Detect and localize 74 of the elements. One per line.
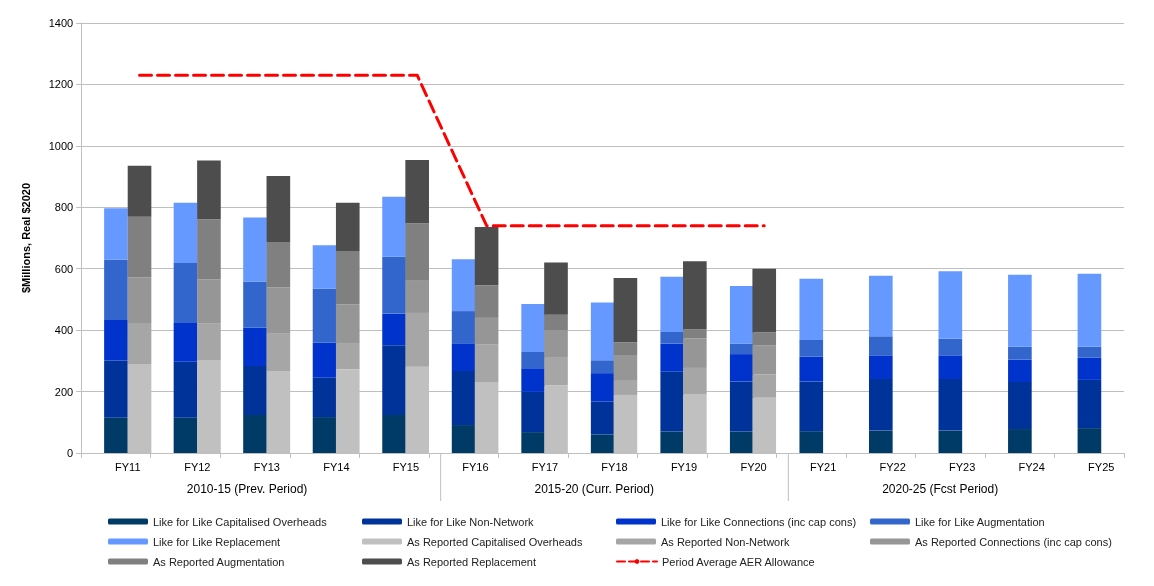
legend-label: Like for Like Connections (inc cap cons) — [661, 515, 857, 528]
bar — [197, 160, 221, 220]
legend-label: As Reported Replacement — [407, 555, 537, 568]
bar — [1008, 346, 1032, 360]
bar — [521, 432, 545, 453]
bar — [613, 342, 638, 356]
x-tick-label: FY24 — [1018, 460, 1045, 473]
x-tick-label: FY11 — [115, 460, 141, 473]
bar — [1008, 359, 1032, 383]
bar — [1077, 273, 1102, 347]
x-tick-label: FY17 — [531, 460, 559, 473]
bar — [1008, 429, 1032, 453]
bar — [544, 262, 568, 315]
x-tick-label: FY20 — [740, 460, 767, 473]
legend-label: As Reported Capitalised Overheads — [407, 535, 583, 548]
bar — [335, 202, 360, 251]
bar — [938, 271, 963, 339]
bar — [1077, 357, 1102, 380]
x-tick-label: FY12 — [184, 460, 211, 473]
bar — [752, 332, 777, 346]
bar — [868, 430, 893, 453]
bar — [266, 175, 291, 242]
x-tick-label: FY15 — [392, 460, 420, 473]
bar — [127, 165, 152, 217]
y-tick-label: 0 — [67, 447, 74, 459]
bar — [799, 278, 824, 340]
legend-label: Like for Like Capitalised Overheads — [153, 515, 328, 528]
bar — [799, 381, 824, 432]
bar — [868, 355, 893, 379]
bar — [1077, 428, 1102, 453]
bar — [799, 356, 824, 382]
legend-label: Like for Like Augmentation — [915, 515, 1045, 528]
text: 2020-25 (Fcst Period) — [882, 482, 999, 496]
x-tick-label: FY23 — [949, 460, 976, 473]
y-tick-label: 600 — [54, 262, 74, 275]
bar — [868, 275, 893, 337]
legend-label: As Reported Augmentation — [153, 555, 285, 568]
legend-label: Like for Like Non-Network — [407, 515, 535, 528]
y-tick-label: 1200 — [48, 78, 74, 91]
x-tick-label: FY19 — [670, 460, 698, 473]
bar — [521, 304, 545, 352]
bar — [938, 430, 963, 453]
x-tick-label: FY21 — [809, 460, 837, 473]
text: 2010-15 (Prev. Period) — [186, 482, 308, 496]
y-tick-label: 1400 — [48, 17, 74, 29]
bar — [938, 378, 963, 431]
y-tick-label: 800 — [54, 201, 74, 214]
x-tick-label: FY22 — [879, 460, 906, 473]
legend-label: Period Average AER Allowance — [662, 555, 815, 568]
y-tick-label: 1000 — [48, 139, 74, 152]
bar — [405, 159, 429, 224]
bar — [1008, 274, 1032, 347]
bar — [1077, 379, 1102, 429]
text: 2015-20 (Curr. Period) — [534, 482, 654, 496]
bar — [474, 226, 499, 286]
x-tick-label: FY13 — [253, 460, 280, 473]
x-tick-label: FY18 — [601, 460, 628, 473]
bar — [938, 355, 963, 379]
x-tick-label: FY14 — [323, 460, 350, 473]
legend-label: As Reported Non-Network — [661, 535, 790, 548]
y-tick-label: 400 — [54, 324, 74, 337]
x-tick-label: FY16 — [462, 460, 489, 473]
bar — [799, 339, 824, 357]
bar — [1008, 382, 1032, 430]
legend-label: Like for Like Replacement — [153, 535, 281, 548]
legend-label: As Reported Connections (inc cap cons) — [915, 535, 1112, 548]
x-tick-label: FY25 — [1088, 460, 1115, 473]
y-tick-label: 200 — [54, 385, 74, 398]
bar — [868, 378, 893, 431]
bar — [1077, 346, 1102, 358]
bar — [868, 336, 893, 356]
bar — [938, 338, 963, 356]
y-axis-title: $Millions, Real $2020 — [19, 182, 32, 294]
bar — [799, 431, 824, 453]
